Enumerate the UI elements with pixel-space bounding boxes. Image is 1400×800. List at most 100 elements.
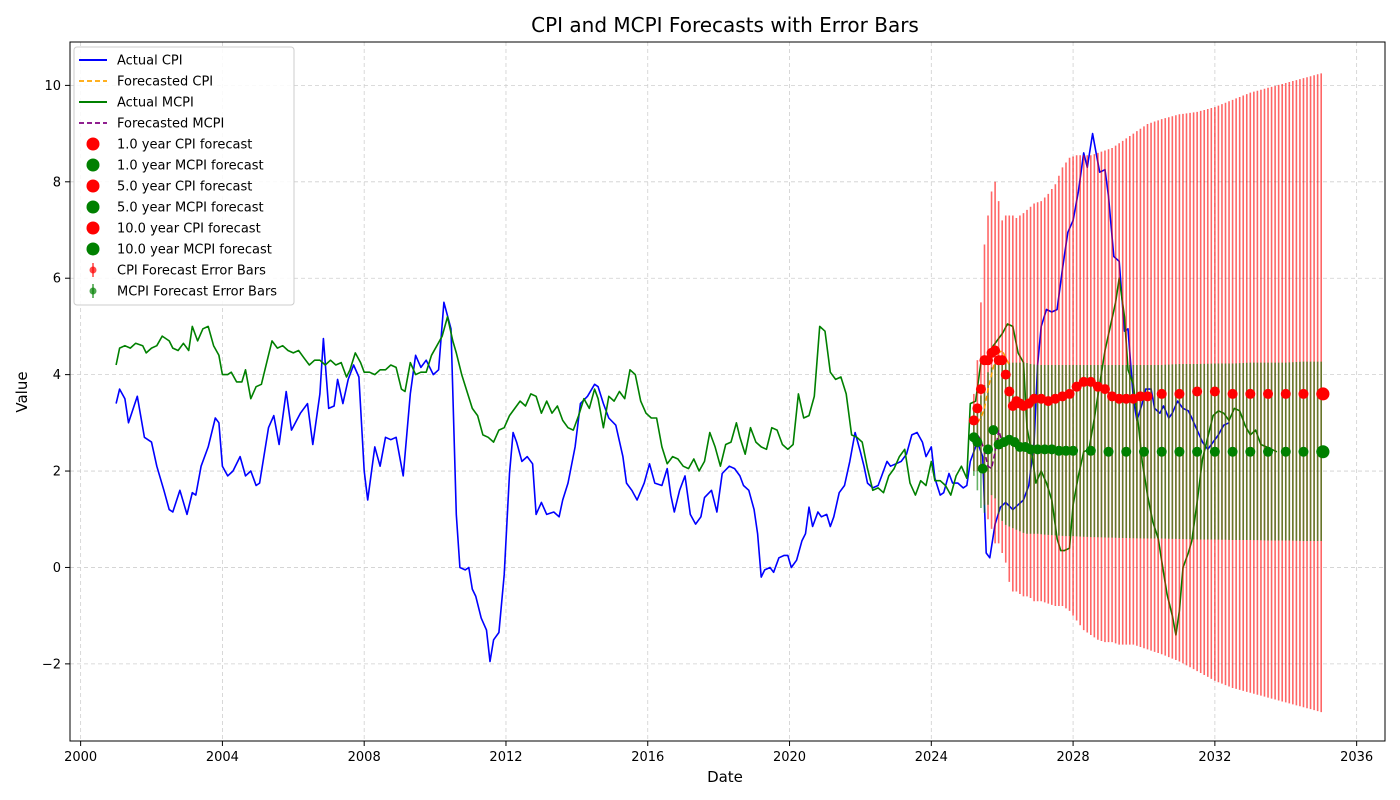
legend-entry: 1.0 year CPI forecast: [86, 137, 252, 153]
legend: Actual CPI Forecasted CPI Actual MCPI Forec…: [73, 46, 295, 306]
cpi-forecast-marker: [1114, 393, 1125, 404]
mcpi-forecast-marker: [1025, 444, 1036, 455]
cpi-forecast-marker: [968, 415, 979, 426]
y-tick-label: 4: [53, 368, 61, 383]
legend-label: 1.0 year CPI forecast: [117, 138, 252, 153]
cpi-forecast-marker: [1121, 393, 1132, 404]
legend-label: Forecasted CPI: [117, 75, 213, 90]
x-tick-label: 2028: [1057, 750, 1090, 765]
legend-entry: CPI Forecast Error Bars: [89, 263, 266, 279]
x-tick-label: 2000: [64, 750, 97, 765]
mcpi-forecast-marker: [1245, 446, 1256, 457]
legend-marker-swatch: [86, 137, 100, 151]
legend-entry: MCPI Forecast Error Bars: [89, 284, 277, 300]
cpi-forecast-marker: [1085, 376, 1096, 387]
legend-marker-swatch: [86, 221, 100, 235]
legend-marker-swatch: [86, 158, 100, 172]
mcpi-forecast-marker: [1103, 446, 1114, 457]
mcpi-forecast-marker: [1263, 446, 1274, 457]
cpi-forecast-marker: [1174, 388, 1185, 399]
legend-entry: Actual MCPI: [79, 96, 194, 111]
cpi-forecast-marker: [1156, 388, 1167, 399]
mcpi-forecast-marker: [1032, 444, 1043, 455]
legend-entry: Forecasted CPI: [79, 75, 213, 90]
mcpi-forecast-marker: [1138, 446, 1149, 457]
cpi-forecast-marker: [1192, 386, 1203, 397]
legend-marker-swatch: [86, 179, 100, 193]
mcpi-forecast-marker: [1053, 445, 1064, 456]
cpi-forecast-marker: [1064, 388, 1075, 399]
legend-entry: 5.0 year CPI forecast: [86, 179, 252, 195]
x-tick-label: 2012: [489, 750, 522, 765]
legend-marker-swatch: [86, 242, 100, 256]
chart-title: CPI and MCPI Forecasts with Error Bars: [531, 13, 919, 37]
mcpi-forecast-marker: [1298, 446, 1309, 457]
x-tick-label: 2036: [1340, 750, 1373, 765]
cpi-forecast-marker: [1209, 386, 1220, 397]
legend-label: MCPI Forecast Error Bars: [117, 285, 277, 300]
legend-entry: Forecasted MCPI: [79, 117, 224, 132]
mcpi-forecast-marker: [1209, 446, 1220, 457]
actual-mcpi-line: [115, 277, 1278, 636]
plot-area: [115, 73, 1330, 713]
cpi-forecast-marker: [1298, 388, 1309, 399]
cpi-forecast-marker: [1227, 388, 1238, 399]
cpi-forecast-marker-final: [1316, 387, 1330, 401]
mcpi-forecast-marker: [1039, 444, 1050, 455]
y-tick-label: 8: [53, 175, 61, 190]
cpi-forecast-marker: [1029, 393, 1040, 404]
mcpi-forecast-marker: [983, 444, 994, 455]
mcpi-forecast-marker: [972, 437, 983, 448]
x-tick-label: 2024: [915, 750, 948, 765]
legend-label: 5.0 year MCPI forecast: [117, 201, 264, 216]
legend-errorbar-dot: [89, 287, 97, 295]
legend-errorbar-dot: [89, 266, 97, 274]
forecasted-cpi-line: [976, 349, 1010, 424]
legend-entry: 1.0 year MCPI forecast: [86, 158, 264, 174]
y-tick-label: −2: [42, 657, 61, 672]
y-tick-label: 10: [44, 79, 61, 94]
y-axis: −2 0 2 4 6 8 10: [42, 79, 70, 672]
mcpi-forecast-marker: [1085, 445, 1096, 456]
legend-label: Actual CPI: [117, 54, 183, 69]
mcpi-forecast-marker: [1121, 446, 1132, 457]
x-tick-label: 2008: [348, 750, 381, 765]
cpi-forecast-marker: [1245, 388, 1256, 399]
cpi-forecast-marker: [1280, 388, 1291, 399]
legend-marker-swatch: [86, 200, 100, 214]
x-tick-label: 2016: [631, 750, 664, 765]
x-tick-label: 2032: [1198, 750, 1231, 765]
legend-entry: Actual CPI: [79, 54, 183, 69]
legend-label: Forecasted MCPI: [117, 117, 224, 132]
cpi-forecast-marker: [1004, 386, 1015, 397]
cpi-forecast-marker: [990, 345, 1001, 356]
legend-entry: 10.0 year MCPI forecast: [86, 242, 272, 258]
mcpi-forecast-marker: [988, 425, 999, 436]
cpi-forecast-marker: [1000, 369, 1011, 380]
legend-label: 10.0 year MCPI forecast: [117, 243, 272, 258]
legend-box: [73, 46, 295, 306]
mcpi-forecast-marker: [1192, 446, 1203, 457]
cpi-forecast-marker: [1099, 384, 1110, 395]
cpi-forecast-marker: [1142, 391, 1153, 402]
cpi-forecast-marker: [1071, 381, 1082, 392]
actual-cpi-line: [115, 132, 1230, 663]
y-tick-label: 6: [53, 272, 61, 287]
mcpi-forecast-marker: [1060, 445, 1071, 456]
mcpi-forecast-marker: [977, 463, 988, 474]
mcpi-forecast-marker-final: [1316, 445, 1330, 459]
mcpi-forecast-marker: [1174, 446, 1185, 457]
legend-label: 5.0 year CPI forecast: [117, 180, 252, 195]
legend-label: 10.0 year CPI forecast: [117, 222, 261, 237]
x-tick-label: 2020: [773, 750, 806, 765]
cpi-forecast-marker: [1263, 388, 1274, 399]
cpi-forecast-marker: [975, 384, 986, 395]
mcpi-forecast-marker: [1280, 446, 1291, 457]
x-tick-label: 2004: [206, 750, 239, 765]
mcpi-forecast-marker: [1068, 445, 1079, 456]
x-axis: 2000 2004 2008 2012 2016 2020 2024 2028 2032 2036: [64, 741, 1373, 765]
y-tick-label: 0: [53, 561, 61, 576]
x-axis-label: Date: [707, 768, 743, 786]
legend-entry: 10.0 year CPI forecast: [86, 221, 261, 237]
